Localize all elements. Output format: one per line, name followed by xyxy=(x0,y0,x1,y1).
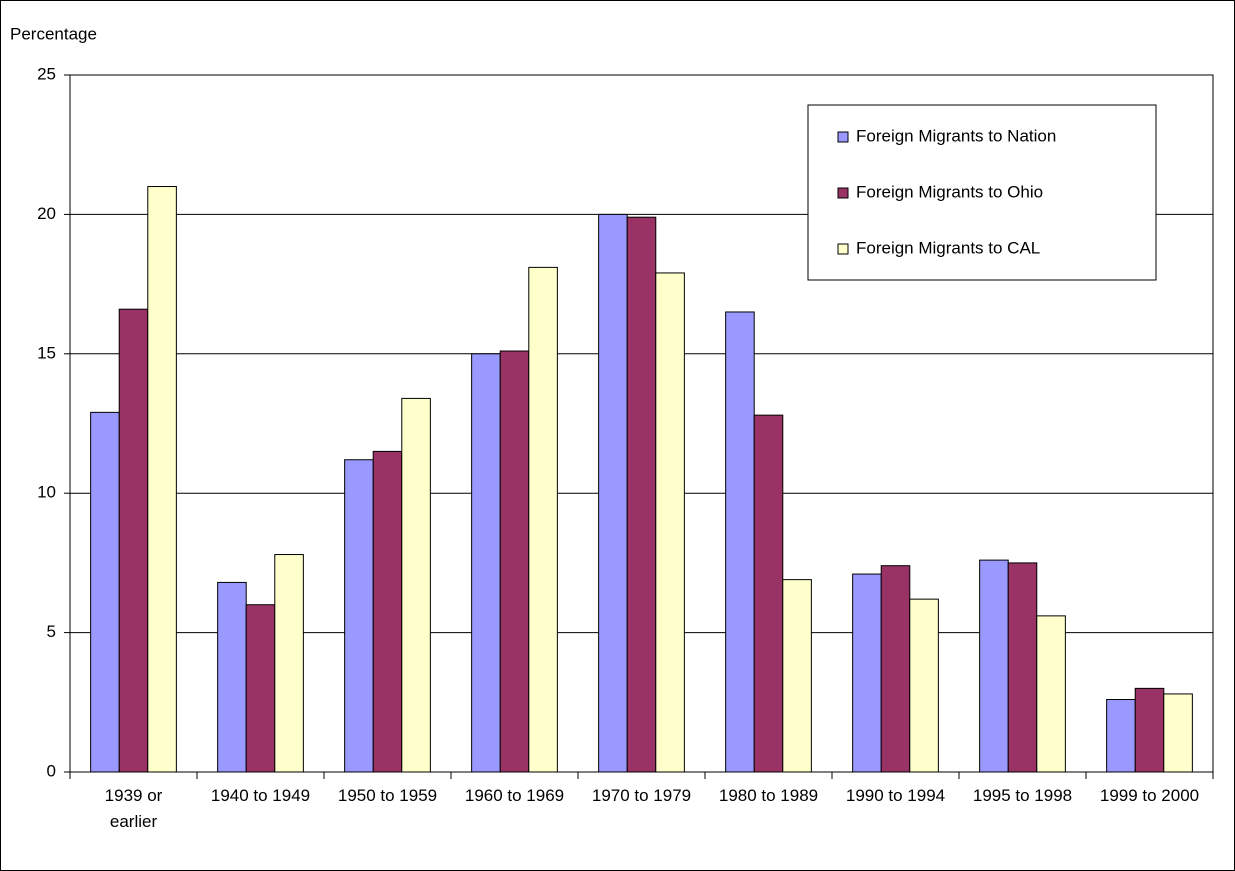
legend-swatch xyxy=(837,243,849,255)
legend-swatch xyxy=(837,131,849,143)
legend-label: Foreign Migrants to Ohio xyxy=(856,182,1043,201)
bar xyxy=(725,311,755,773)
bar xyxy=(401,397,431,773)
x-tick-label: 1950 to 1959 xyxy=(337,786,438,805)
bar xyxy=(1163,693,1193,773)
bar xyxy=(528,266,558,773)
legend-label: Foreign Migrants to CAL xyxy=(856,238,1040,257)
bar xyxy=(782,579,812,773)
bar xyxy=(655,272,685,773)
y-axis-label: Percentage xyxy=(10,24,97,43)
bar xyxy=(118,308,149,773)
bar xyxy=(1134,687,1165,773)
x-tick-label: 1940 to 1949 xyxy=(210,786,311,805)
y-tick-label: 0 xyxy=(47,761,56,780)
y-tick-label: 20 xyxy=(37,204,56,223)
bar xyxy=(499,350,530,773)
bar xyxy=(880,565,911,773)
bar xyxy=(598,213,628,773)
bar xyxy=(909,598,939,773)
y-tick-label: 10 xyxy=(37,483,56,502)
bar xyxy=(852,573,882,773)
bar xyxy=(344,459,374,773)
x-tick-label: 1999 to 2000 xyxy=(1099,786,1200,805)
bar xyxy=(245,604,276,773)
x-tick-label: 1980 to 1989 xyxy=(718,786,819,805)
y-tick-label: 5 xyxy=(47,622,56,641)
bar xyxy=(274,554,304,773)
bar xyxy=(1036,615,1066,773)
bar xyxy=(471,353,501,773)
bar xyxy=(626,216,657,773)
legend-label: Foreign Migrants to Nation xyxy=(856,126,1056,145)
x-tick-label: 1995 to 1998 xyxy=(972,786,1073,805)
legend-box xyxy=(807,104,1157,281)
bar xyxy=(1007,562,1038,773)
bar xyxy=(979,559,1009,773)
x-tick-label: 1990 to 1994 xyxy=(845,786,946,805)
legend-swatch xyxy=(837,187,849,199)
bar xyxy=(147,186,177,773)
x-tick-label: 1960 to 1969 xyxy=(464,786,565,805)
bar xyxy=(753,414,784,773)
y-tick-label: 25 xyxy=(37,64,56,83)
y-tick-label: 15 xyxy=(37,343,56,362)
bar xyxy=(372,450,403,773)
bar xyxy=(90,411,120,773)
bar xyxy=(217,581,247,773)
bar xyxy=(1106,699,1136,773)
x-tick-label: 1939 or earlier xyxy=(104,786,163,831)
x-tick-label: 1970 to 1979 xyxy=(591,786,692,805)
